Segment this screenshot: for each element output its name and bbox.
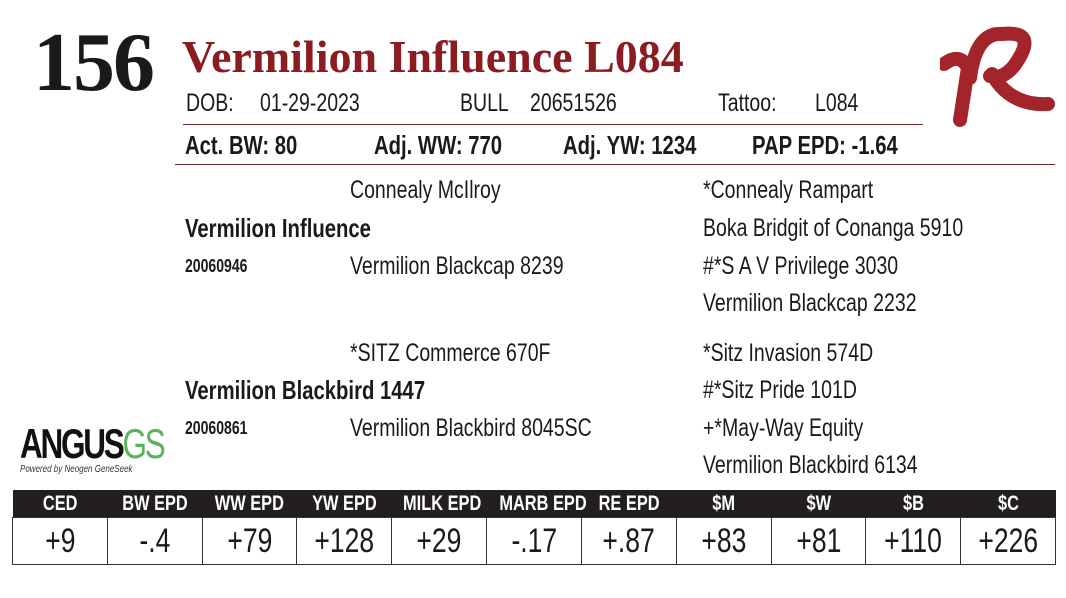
epd-header: WW EPD <box>202 490 297 518</box>
lot-number: 156 <box>33 16 155 109</box>
epd-header: $C <box>960 490 1056 518</box>
dam-dam: Vermilion Blackbird 8045SC <box>350 414 592 442</box>
dam-registration: 20060861 <box>185 418 248 438</box>
epd-value: +83 <box>675 517 772 565</box>
sire-registration: 20060946 <box>185 256 248 276</box>
sex: BULL <box>460 89 509 117</box>
epd-header: MILK EPD <box>391 490 487 518</box>
epd-header: BW EPD <box>107 490 203 518</box>
dam-sire-dam: #*Sitz Pride 101D <box>703 376 857 404</box>
tattoo-value: L084 <box>815 89 859 117</box>
tattoo-label: Tattoo: <box>718 89 777 117</box>
epd-header: $B <box>865 490 961 518</box>
sire-sire-dam: Boka Bridgit of Conanga 5910 <box>703 214 964 242</box>
dam-sire-sire: *Sitz Invasion 574D <box>703 339 874 367</box>
animal-name: Vermilion Influence L084 <box>182 31 684 82</box>
epd-header: YW EPD <box>296 490 392 518</box>
epd-value: +29 <box>391 517 488 565</box>
epd-value-row: +9 -.4 +79 +128 +29 -.17 +.87 +83 +81 +1… <box>12 517 1056 565</box>
dam-dam-dam: Vermilion Blackbird 6134 <box>703 451 918 479</box>
registration-number: 20651526 <box>530 89 617 117</box>
dam-name: Vermilion Blackbird 1447 <box>185 375 426 405</box>
logo-main-text: ANGUS <box>20 420 125 467</box>
epd-value: +128 <box>296 517 393 565</box>
sire-sire: Connealy McIlroy <box>350 176 501 204</box>
epd-value: +81 <box>770 517 867 565</box>
dob-value: 01-29-2023 <box>260 89 360 117</box>
sire-dam-dam: Vermilion Blackcap 2232 <box>703 289 917 317</box>
actual-birth-weight: Act. BW: 80 <box>185 130 298 160</box>
dob-label: DOB: <box>186 89 234 117</box>
epd-value: +226 <box>960 517 1056 565</box>
epd-header: CED <box>12 490 108 518</box>
epd-value: +.87 <box>580 517 677 565</box>
sire-name: Vermilion Influence <box>185 213 371 243</box>
epd-value: +110 <box>865 517 962 565</box>
epd-table: CED BW EPD WW EPD YW EPD MILK EPD MARB E… <box>12 490 1056 565</box>
angus-gs-logo: ANGUSGS Powered by Neogen GeneSeek <box>20 420 211 475</box>
divider <box>175 164 1055 165</box>
epd-value: +79 <box>201 517 298 565</box>
logo-tagline: Powered by Neogen GeneSeek <box>20 464 133 475</box>
sire-dam-sire: #*S A V Privilege 3030 <box>703 252 899 280</box>
epd-value: -.17 <box>486 517 582 565</box>
sire-dam: Vermilion Blackcap 8239 <box>350 252 564 280</box>
pap-epd: PAP EPD: -1.64 <box>752 130 898 160</box>
vr-brand-logo <box>940 26 1055 127</box>
adjusted-yearling-weight: Adj. YW: 1234 <box>563 130 697 160</box>
logo-gs-text: GS <box>122 420 166 467</box>
epd-header-row: CED BW EPD WW EPD YW EPD MILK EPD MARB E… <box>12 490 1056 518</box>
epd-header: $W <box>771 490 866 518</box>
sire-sire-sire: *Connealy Rampart <box>703 176 874 204</box>
divider <box>183 124 923 125</box>
epd-header: MARB EPD <box>486 490 586 518</box>
dam-dam-sire: +*May-Way Equity <box>703 414 864 442</box>
epd-value: -.4 <box>106 517 203 565</box>
dam-sire: *SITZ Commerce 670F <box>350 339 551 367</box>
adjusted-weaning-weight: Adj. WW: 770 <box>374 130 503 160</box>
epd-header: RE EPD <box>581 490 677 518</box>
epd-header: $M <box>676 490 771 518</box>
epd-value: +9 <box>12 517 108 565</box>
